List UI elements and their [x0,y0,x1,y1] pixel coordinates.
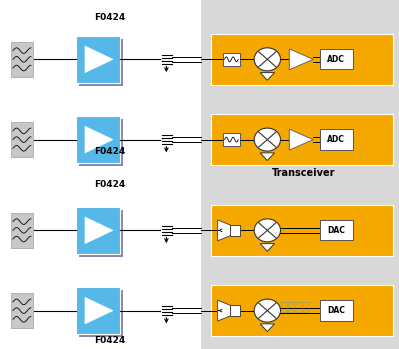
Bar [211,285,393,336]
Text: DAC: DAC [328,306,345,315]
Polygon shape [85,126,113,153]
Circle shape [254,299,280,322]
Bar [231,225,240,236]
Circle shape [254,48,280,71]
Bar [76,36,120,83]
Polygon shape [218,220,231,241]
Polygon shape [260,153,275,161]
Polygon shape [260,244,275,251]
Text: F0424: F0424 [94,13,125,22]
Polygon shape [85,217,113,244]
Text: ADC: ADC [328,135,345,144]
Bar [223,133,240,146]
Text: F0424: F0424 [94,180,125,190]
Polygon shape [85,297,113,324]
Polygon shape [85,46,113,73]
Circle shape [254,128,280,151]
FancyBboxPatch shape [320,300,353,321]
Circle shape [254,219,280,242]
Polygon shape [289,129,313,150]
Text: ADC: ADC [328,55,345,64]
Bar [11,122,33,157]
Polygon shape [218,300,231,321]
Bar [76,116,120,163]
Bar [11,42,33,77]
Bar [79,39,123,86]
Bar [223,53,240,66]
Text: F0424: F0424 [94,147,125,156]
Polygon shape [289,49,313,70]
Bar [79,290,123,337]
Bar [11,293,33,328]
FancyBboxPatch shape [0,0,201,349]
Bar [76,287,120,334]
Polygon shape [260,324,275,332]
Bar [11,213,33,248]
FancyBboxPatch shape [320,49,353,69]
Bar [79,209,123,257]
Bar [76,207,120,254]
Bar [211,114,393,165]
FancyBboxPatch shape [201,0,399,349]
Text: 龙渊电子: 龙渊电子 [280,300,310,314]
Bar [231,305,240,316]
Bar [211,205,393,255]
Text: F0424: F0424 [94,336,125,345]
FancyBboxPatch shape [320,220,353,240]
Text: Transceiver: Transceiver [271,168,335,178]
Bar [79,119,123,166]
Polygon shape [260,73,275,80]
Bar [211,34,393,85]
Text: DAC: DAC [328,226,345,235]
FancyBboxPatch shape [320,129,353,150]
